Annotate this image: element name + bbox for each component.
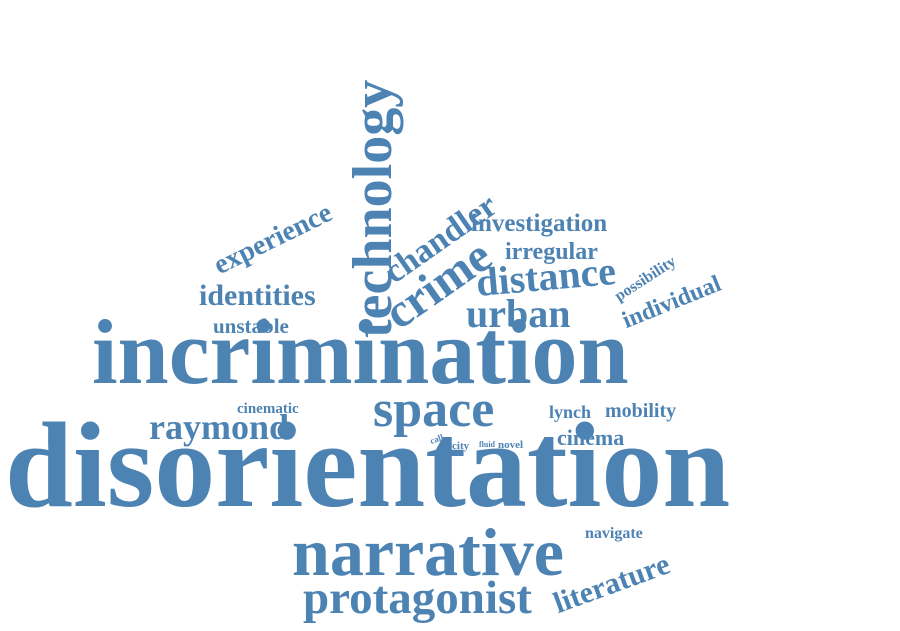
word-cinematic: cinematic: [237, 401, 299, 417]
word-lynch: lynch: [549, 402, 592, 422]
word-experience: experience: [208, 197, 338, 281]
word-raymond: raymond: [149, 407, 290, 447]
word-disorientation: disorientation: [5, 398, 731, 533]
word-identities: identities: [199, 279, 316, 312]
word-cinema: cinema: [557, 425, 625, 450]
word-incrimination: incrimination: [92, 301, 629, 403]
word-navigate: navigate: [585, 525, 643, 542]
word-urban: urban: [466, 291, 571, 336]
word-space: space: [373, 381, 495, 438]
word-irregular: irregular: [505, 239, 598, 265]
word-unstable: unstable: [213, 314, 289, 338]
word-literature: literature: [549, 547, 675, 620]
word-fluid: fluid: [479, 440, 496, 449]
word-narrative: narrative: [292, 514, 564, 590]
word-mobility: mobility: [605, 400, 677, 422]
word-investigation: investigation: [471, 210, 608, 237]
word-novel: novel: [498, 439, 524, 451]
word-city: city: [452, 440, 470, 452]
word-protagonist: protagonist: [303, 572, 532, 624]
